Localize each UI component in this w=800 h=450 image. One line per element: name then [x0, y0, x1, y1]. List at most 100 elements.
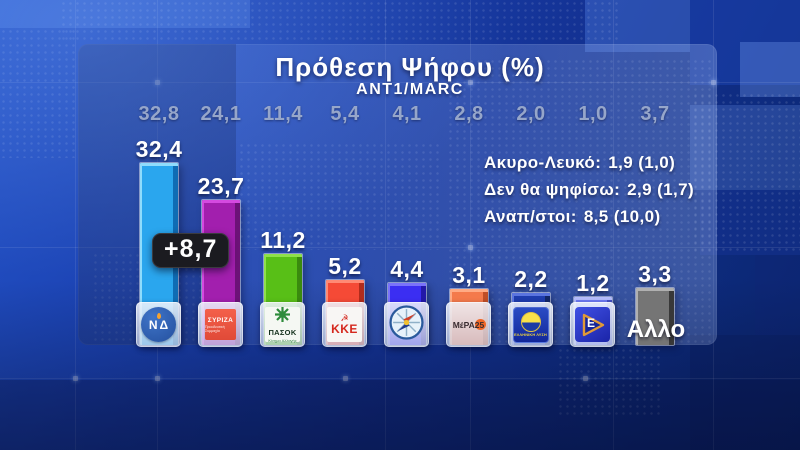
info-value: 2,9 (1,7) [627, 180, 695, 199]
dots-patch [557, 347, 662, 419]
bg-square [690, 0, 800, 85]
current-value-label: 32,4 [135, 136, 183, 162]
party-logo-subtext: Προοδευτική Συμμαχία [205, 324, 225, 333]
grid-node [468, 80, 473, 85]
party-logo-pasok: ΠΑΣΟΚ Κίνημα Αλλαγής [265, 306, 300, 343]
bg-square [700, 190, 800, 255]
logo-tile-niki: Ε [570, 302, 615, 347]
bar-other [636, 288, 674, 345]
party-logo-mera25: ΜέΡΑ25 [448, 304, 489, 345]
chart-column-pasok: 11,4 11,2 ΠΑΣΟΚ Κίνημα Αλλαγής [252, 0, 314, 450]
grid-line-horizontal [0, 82, 800, 83]
party-logo-subtext: Κίνημα Αλλαγής [268, 337, 297, 343]
info-label: Δεν θα ψηφίσω: [484, 180, 621, 199]
info-label: Αναπ/στοι: [484, 207, 577, 226]
party-logo-elliniki-lysi: ΕΛΛΗΝΙΚΗ ΛΥΣΗ [512, 306, 549, 343]
grid-node [583, 376, 588, 381]
party-logo-text: ΠΑΣΟΚ [268, 327, 297, 337]
grid-node [73, 376, 78, 381]
info-value: 1,9 (1,0) [608, 153, 676, 172]
grid-node [468, 245, 473, 250]
logo-tile-nd: ΝΔ [136, 302, 181, 347]
logo-tile-mera25: ΜέΡΑ25 [446, 302, 491, 347]
previous-value-label: 2,8 [454, 103, 484, 125]
chart-column-nd: 32,8 32,4 ΝΔ [128, 0, 190, 450]
dots-patch [692, 92, 800, 252]
previous-value-label: 3,7 [640, 103, 670, 125]
bg-square [585, 0, 690, 52]
party-logo-text: Ε [587, 316, 596, 330]
grid-line-vertical [613, 0, 614, 450]
other-category-label: Αλλο [626, 316, 686, 343]
grid-line-horizontal [0, 378, 800, 379]
dots-patch [60, 0, 620, 42]
bg-square [0, 380, 800, 450]
party-logo-plefsi [389, 304, 424, 345]
info-label: Ακυρο-Λευκό: [484, 153, 602, 172]
party-logo-kke: ☭ ΚΚΕ [327, 307, 362, 342]
orange-dot-icon [475, 319, 486, 330]
party-logo-text: ΕΛΛΗΝΙΚΗ ΛΥΣΗ [514, 333, 547, 337]
bg-square [690, 335, 800, 450]
gold-triangle-icon [582, 313, 604, 336]
current-value-label: 23,7 [197, 173, 245, 199]
logo-tile-plefsi-eleftherias [384, 302, 429, 347]
page-title: Πρόθεση Ψήφου (%) [275, 52, 545, 82]
chart-column-niki: 1,0 1,2 Ε [562, 0, 624, 450]
chart-column-mera25: 2,8 3,1 ΜέΡΑ25 [438, 0, 500, 450]
dots-patch [238, 142, 443, 250]
current-value-label: 11,2 [260, 227, 306, 253]
current-value-label: 1,2 [576, 270, 610, 296]
party-logo-text: ΝΔ [148, 317, 171, 332]
chart-column-other: 3,7 3,3 Αλλο [624, 0, 686, 450]
party-logo-nd: ΝΔ [141, 307, 176, 342]
party-logo-niki: Ε [575, 307, 610, 342]
grid-node [155, 80, 160, 85]
party-logo-syriza: ΣΥΡΙΖΑ Προοδευτική Συμμαχία [205, 309, 236, 340]
grid-line-vertical [75, 0, 76, 450]
logo-tile-elliniki-lysi: ΕΛΛΗΝΙΚΗ ΛΥΣΗ [508, 302, 553, 347]
sunburst-icon [275, 306, 290, 327]
grid-line-vertical [470, 0, 471, 450]
previous-value-label: 2,0 [516, 103, 546, 125]
compass-icon [389, 304, 424, 340]
info-line-invalid-blank: Ακυρο-Λευκό: 1,9 (1,0) [484, 149, 694, 176]
previous-value-label: 24,1 [200, 103, 242, 125]
bg-square [755, 255, 800, 335]
party-logo-text: ΣΥΡΙΖΑ [207, 316, 234, 324]
previous-value-label: 4,1 [392, 103, 422, 125]
info-value: 8,5 (10,0) [583, 207, 661, 226]
grid-line-vertical [713, 0, 714, 450]
info-line-undecided: Αναπ/στοι: 8,5 (10,0) [484, 203, 694, 230]
bg-square [690, 105, 800, 190]
grid-node [155, 376, 160, 381]
info-block: Ακυρο-Λευκό: 1,9 (1,0) Δεν θα ψηφίσω: 2,9 … [484, 149, 694, 230]
poll-source-subtitle: ANT1/MARC [356, 81, 464, 98]
grid-line-vertical [385, 0, 386, 450]
bg-square [740, 42, 800, 97]
chart-column-elliniki-lysi: 2,0 2,2 ΕΛΛΗΝΙΚΗ ΛΥΣΗ [500, 0, 562, 450]
grid-node [343, 376, 348, 381]
logo-tile-kke: ☭ ΚΚΕ [322, 302, 367, 347]
grid-node [711, 80, 716, 85]
torch-flame-icon [156, 313, 161, 319]
party-logo-text: ΚΚΕ [331, 322, 358, 336]
current-value-label: 5,2 [328, 253, 362, 279]
previous-value-label: 32,8 [138, 103, 180, 125]
chart-column-plefsi-eleftherias: 4,1 4,4 [376, 0, 438, 450]
hammer-sickle-icon: ☭ [340, 313, 349, 323]
dots-patch [0, 28, 78, 158]
current-value-label: 3,1 [452, 262, 486, 288]
party-logo-text: ΜέΡΑ25 [452, 319, 485, 330]
info-line-wont-vote: Δεν θα ψηφίσω: 2,9 (1,7) [484, 176, 694, 203]
previous-value-label: 11,4 [263, 103, 303, 125]
logo-tile-syriza: ΣΥΡΙΖΑ Προοδευτική Συμμαχία [198, 302, 243, 347]
sun-sea-emblem-icon [520, 312, 541, 332]
logo-tile-pasok: ΠΑΣΟΚ Κίνημα Αλλαγής [260, 302, 305, 347]
chart-column-syriza: 24,1 23,7 ΣΥΡΙΖΑ Προοδευτική Συμμαχία [190, 0, 252, 450]
chart-column-kke: 5,4 5,2 ☭ ΚΚΕ [314, 0, 376, 450]
previous-value-label: 1,0 [578, 103, 608, 125]
current-value-label: 4,4 [390, 256, 424, 282]
